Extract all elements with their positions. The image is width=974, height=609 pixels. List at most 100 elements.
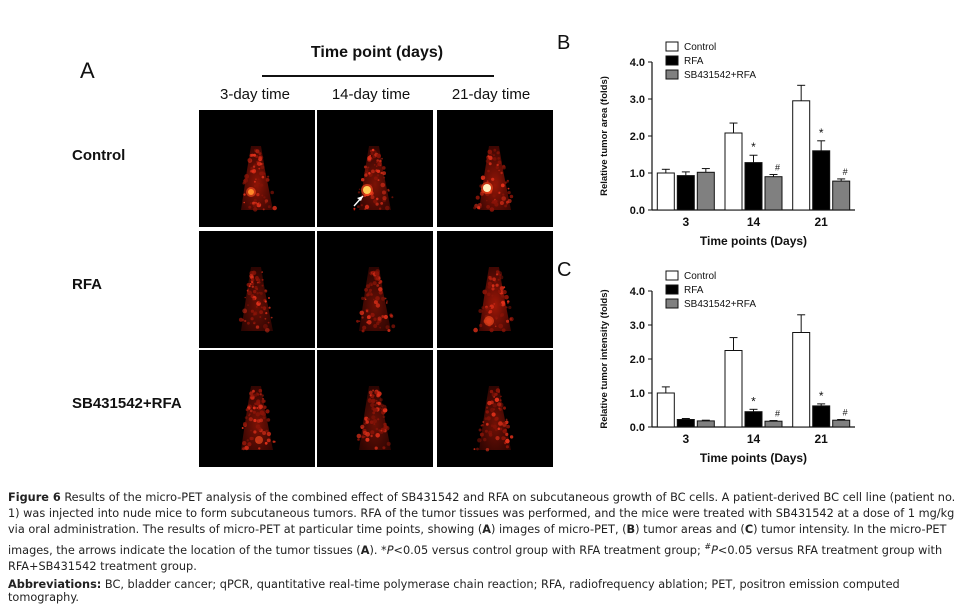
pet-image-rfa-21day xyxy=(437,231,553,348)
abbreviations-label: Abbreviations: xyxy=(8,578,102,591)
pet-image-sb-21day xyxy=(437,350,553,467)
chart-c-significance-marker: # xyxy=(775,409,780,419)
chart-c-bar xyxy=(764,420,783,428)
chart-b-bar xyxy=(656,172,675,211)
chart-b-bar xyxy=(792,100,811,211)
caption-text-6: <0.05 versus control group with RFA trea… xyxy=(393,543,705,557)
chart-c-legend-swatch xyxy=(665,284,679,295)
chart-b-bar xyxy=(724,132,743,211)
chart-c-y-tick-label: 2.0 xyxy=(630,354,645,366)
chart-b-y-tick-label: 2.0 xyxy=(630,131,645,143)
chart-c-y-tick-label: 1.0 xyxy=(630,388,645,400)
caption-text-3: ) tumor areas and ( xyxy=(635,523,745,537)
chart-b-legend-label: RFA xyxy=(684,56,704,67)
chart-c-legend-label: RFA xyxy=(684,285,704,296)
chart-c-bar xyxy=(792,332,811,428)
caption-text-2: ) images of micro-PET, ( xyxy=(491,523,627,537)
chart-b-significance-marker: # xyxy=(843,167,848,177)
caption-text-1: Results of the micro-PET analysis of the… xyxy=(8,491,956,537)
pet-image-sb-3day xyxy=(199,350,315,467)
chart-b-panel-letter: B xyxy=(557,32,570,54)
caption-ref-c: C xyxy=(744,523,754,537)
caption-ref-a2: A xyxy=(360,543,370,557)
chart-c-legend-label: Control xyxy=(684,271,716,282)
row-label-control: Control xyxy=(72,147,126,164)
time-point-header: Time point (days) xyxy=(310,44,444,61)
column-label-14-day: 14-day time xyxy=(331,86,411,103)
chart-b-tumor-area: B 0.0 1.0 2.0 3.0 4.0 Relative tumor area (fol… xyxy=(557,32,855,248)
chart-b-x-tick-label: 14 xyxy=(747,215,761,229)
chart-b-bar xyxy=(696,171,715,211)
chart-c-legend-swatch xyxy=(665,270,679,281)
column-label-21-day: 21-day time xyxy=(451,86,531,103)
abbreviations: Abbreviations: BC, bladder cancer; qPCR,… xyxy=(8,578,958,604)
chart-c-significance-marker: # xyxy=(843,408,848,418)
caption-ref-b: B xyxy=(626,523,636,537)
tumor-arrow-icon xyxy=(353,195,364,207)
chart-c-x-tick-label: 21 xyxy=(814,432,828,446)
chart-b-bar xyxy=(832,180,851,211)
chart-b-x-tick-label: 3 xyxy=(682,215,689,229)
abbreviations-text: BC, bladder cancer; qPCR, quantitative r… xyxy=(8,578,900,604)
chart-c-y-tick-label: 4.0 xyxy=(630,286,645,298)
caption-hash: # xyxy=(704,541,712,551)
figure-label: Figure 6 xyxy=(8,491,61,504)
chart-c-tumor-intensity: C 0.0 1.0 2.0 3.0 4.0 Relative tumor intensity… xyxy=(557,259,855,465)
chart-b-y-tick-label: 3.0 xyxy=(630,94,645,106)
row-label-rfa: RFA xyxy=(72,276,102,293)
chart-c-bar xyxy=(744,411,763,428)
chart-c-x-tick-label: 14 xyxy=(747,432,761,446)
figure-caption: Figure 6 Results of the micro-PET analys… xyxy=(8,490,956,575)
chart-c-y-tick-label: 0.0 xyxy=(630,422,645,434)
chart-b-bar xyxy=(676,175,695,211)
header-divider xyxy=(262,75,494,77)
chart-b-significance-marker: * xyxy=(819,126,824,140)
chart-c-legend-swatch xyxy=(665,298,679,309)
chart-b-legend-label: Control xyxy=(684,42,716,53)
chart-b-y-tick-label: 4.0 xyxy=(630,57,645,69)
chart-c-bar xyxy=(696,420,715,428)
chart-b-y-tick-label: 1.0 xyxy=(630,168,645,180)
row-label-sb431542-rfa: SB431542+RFA xyxy=(72,395,182,412)
pet-image-rfa-14day xyxy=(317,231,433,348)
chart-c-bar xyxy=(832,419,851,428)
chart-b-significance-marker: * xyxy=(751,140,756,154)
pet-image-control-3day xyxy=(199,110,315,227)
chart-b-legend-label: SB431542+RFA xyxy=(684,70,756,81)
chart-b-bar xyxy=(812,150,831,211)
pet-image-control-21day xyxy=(437,110,553,227)
caption-p-2: P xyxy=(711,543,718,557)
chart-b-y-tick-label: 0.0 xyxy=(630,205,645,217)
chart-b-legend-swatch xyxy=(665,69,679,80)
chart-b-x-axis-label: Time points (Days) xyxy=(700,234,807,248)
chart-c-significance-marker: * xyxy=(751,394,756,408)
caption-text-5: ). * xyxy=(369,543,387,557)
pet-image-control-14day xyxy=(317,110,433,227)
chart-c-panel-letter: C xyxy=(557,259,571,281)
chart-b-x-tick-label: 21 xyxy=(814,215,828,229)
column-label-3-day: 3-day time xyxy=(219,86,291,103)
chart-c-legend-label: SB431542+RFA xyxy=(684,299,756,310)
chart-b-legend-swatch xyxy=(665,41,679,52)
chart-c-x-axis-label: Time points (Days) xyxy=(700,451,807,465)
caption-text-7: <0.05 versus RFA treatment group with RF… xyxy=(8,543,943,573)
caption-text-4: ) tumor intensity. In the micro-PET imag… xyxy=(8,523,947,557)
chart-c-y-tick-label: 3.0 xyxy=(630,320,645,332)
chart-c-bar xyxy=(656,392,675,428)
chart-c-bar xyxy=(724,350,743,428)
caption-ref-a: A xyxy=(482,523,492,537)
chart-b-bar xyxy=(744,162,763,211)
chart-b-y-axis-label: Relative tumor area (folds) xyxy=(599,76,610,196)
caption-p-1: P xyxy=(386,543,394,557)
panel-a-letter: A xyxy=(80,58,95,83)
pet-image-sb-14day xyxy=(317,350,433,467)
pet-image-rfa-3day xyxy=(199,231,315,348)
chart-c-significance-marker: * xyxy=(819,389,824,403)
chart-c-y-axis-label: Relative tumor intensity (folds) xyxy=(599,289,610,428)
chart-b-significance-marker: # xyxy=(775,162,780,172)
chart-b-legend-swatch xyxy=(665,55,679,66)
chart-c-x-tick-label: 3 xyxy=(682,432,689,446)
chart-c-bar xyxy=(812,405,831,428)
chart-c-bar xyxy=(676,419,695,428)
chart-b-bar xyxy=(764,176,783,211)
